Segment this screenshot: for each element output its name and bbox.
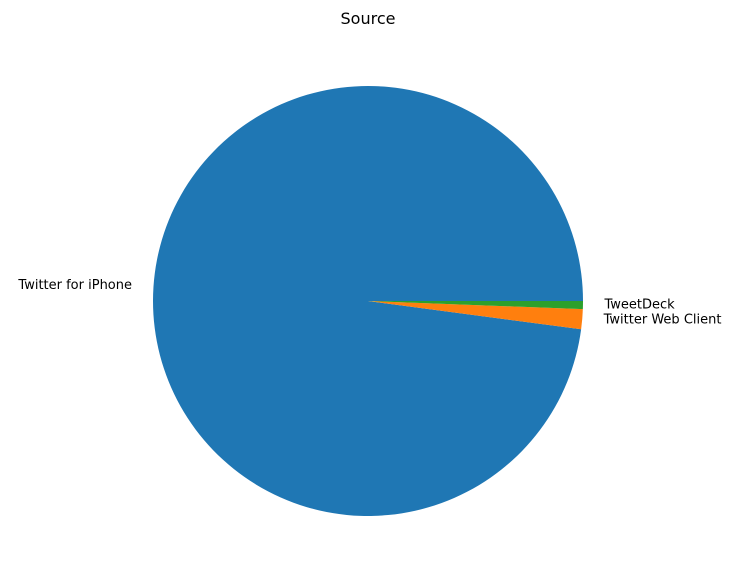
pie-slice-tweetdeck [368, 301, 583, 310]
slice-labels: Twitter for iPhone Twitter Web ClientTwee… [17, 278, 721, 328]
slice-label-twitter-web-client: Twitter Web Client [603, 313, 722, 328]
pie-slices [152, 85, 583, 516]
slice-label-tweetdeck: TweetDeck [603, 298, 675, 313]
pie-slice-twitter-for-iphone [152, 85, 583, 516]
slice-label-twitter-for-iphone: Twitter for iPhone [17, 278, 132, 293]
pie-slice-twitter-web-client [368, 301, 583, 330]
chart-title: Source [341, 9, 396, 28]
